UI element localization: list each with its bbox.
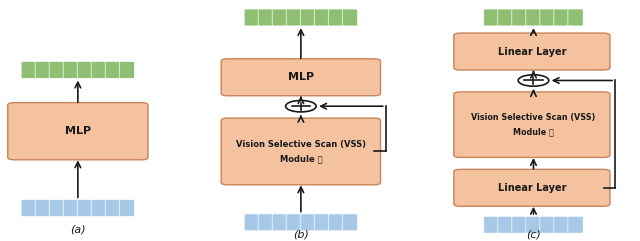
FancyBboxPatch shape xyxy=(328,214,344,231)
FancyBboxPatch shape xyxy=(484,216,499,233)
Text: Vision Selective Scan (VSS): Vision Selective Scan (VSS) xyxy=(471,114,596,122)
FancyBboxPatch shape xyxy=(244,9,259,26)
FancyBboxPatch shape xyxy=(498,9,513,26)
FancyBboxPatch shape xyxy=(342,9,358,26)
Text: MLP: MLP xyxy=(288,72,314,82)
FancyBboxPatch shape xyxy=(49,200,65,216)
FancyBboxPatch shape xyxy=(49,61,65,78)
FancyBboxPatch shape xyxy=(568,9,583,26)
Text: Vision Selective Scan (VSS): Vision Selective Scan (VSS) xyxy=(236,140,366,149)
FancyBboxPatch shape xyxy=(568,216,583,233)
Text: Module 🦸: Module 🦸 xyxy=(280,154,322,164)
FancyBboxPatch shape xyxy=(258,9,273,26)
FancyBboxPatch shape xyxy=(92,200,106,216)
FancyBboxPatch shape xyxy=(35,61,51,78)
FancyBboxPatch shape xyxy=(105,61,120,78)
FancyBboxPatch shape xyxy=(92,61,106,78)
FancyBboxPatch shape xyxy=(63,61,79,78)
FancyBboxPatch shape xyxy=(63,200,79,216)
FancyBboxPatch shape xyxy=(300,9,316,26)
FancyBboxPatch shape xyxy=(221,59,381,96)
FancyBboxPatch shape xyxy=(314,9,330,26)
FancyBboxPatch shape xyxy=(286,214,301,231)
FancyBboxPatch shape xyxy=(35,200,51,216)
Text: Module 🦸: Module 🦸 xyxy=(513,128,554,137)
FancyBboxPatch shape xyxy=(77,61,93,78)
FancyBboxPatch shape xyxy=(328,9,344,26)
FancyBboxPatch shape xyxy=(526,216,541,233)
FancyBboxPatch shape xyxy=(554,216,569,233)
Text: (a): (a) xyxy=(70,225,86,235)
FancyBboxPatch shape xyxy=(454,169,610,206)
FancyBboxPatch shape xyxy=(554,9,569,26)
FancyBboxPatch shape xyxy=(258,214,273,231)
FancyBboxPatch shape xyxy=(272,214,287,231)
FancyBboxPatch shape xyxy=(119,200,134,216)
Text: Linear Layer: Linear Layer xyxy=(498,183,566,193)
Text: (b): (b) xyxy=(293,230,309,240)
FancyBboxPatch shape xyxy=(221,118,381,185)
FancyBboxPatch shape xyxy=(498,216,513,233)
FancyBboxPatch shape xyxy=(300,214,316,231)
FancyBboxPatch shape xyxy=(105,200,120,216)
FancyBboxPatch shape xyxy=(540,9,555,26)
FancyBboxPatch shape xyxy=(21,200,36,216)
FancyBboxPatch shape xyxy=(454,92,610,157)
Text: MLP: MLP xyxy=(65,126,91,136)
FancyBboxPatch shape xyxy=(314,214,330,231)
FancyBboxPatch shape xyxy=(77,200,93,216)
FancyBboxPatch shape xyxy=(540,216,555,233)
FancyBboxPatch shape xyxy=(512,216,527,233)
Text: (c): (c) xyxy=(526,230,541,240)
Text: Linear Layer: Linear Layer xyxy=(498,47,566,57)
FancyBboxPatch shape xyxy=(272,9,287,26)
FancyBboxPatch shape xyxy=(484,9,499,26)
FancyBboxPatch shape xyxy=(526,9,541,26)
FancyBboxPatch shape xyxy=(21,61,36,78)
FancyBboxPatch shape xyxy=(8,103,148,160)
FancyBboxPatch shape xyxy=(286,9,301,26)
FancyBboxPatch shape xyxy=(244,214,259,231)
FancyBboxPatch shape xyxy=(512,9,527,26)
FancyBboxPatch shape xyxy=(454,33,610,70)
FancyBboxPatch shape xyxy=(119,61,134,78)
FancyBboxPatch shape xyxy=(342,214,358,231)
